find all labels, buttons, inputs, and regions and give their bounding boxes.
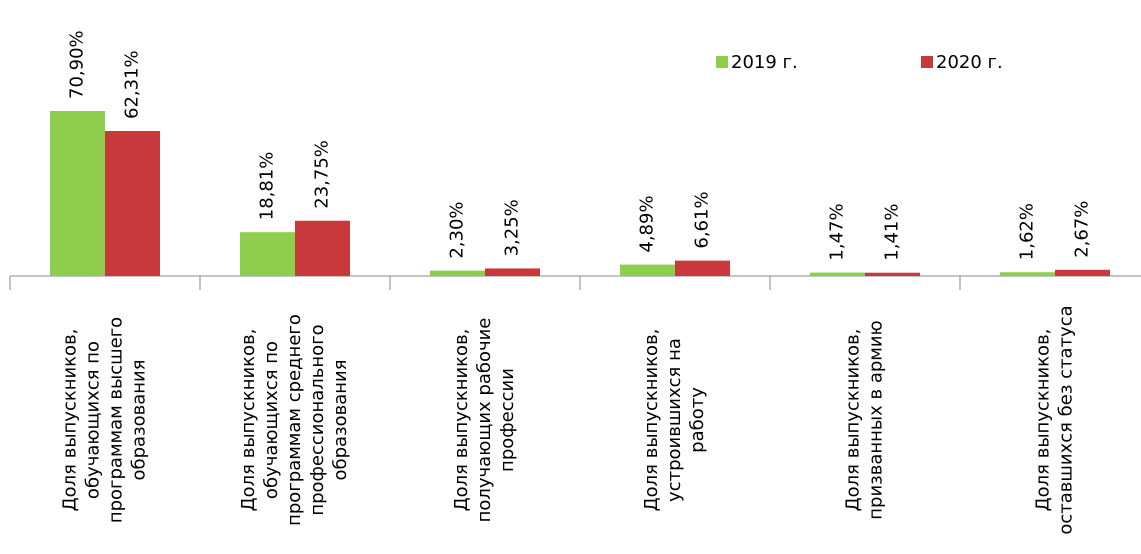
bar (430, 270, 485, 276)
x-tick-label: Доля выпускников, устроившихся на работу (641, 329, 708, 512)
data-label: 1,41% (882, 204, 903, 261)
bar (810, 272, 865, 276)
data-label: 23,75% (312, 140, 333, 209)
bar (295, 220, 350, 276)
bar (50, 111, 105, 276)
bar (675, 260, 730, 276)
bar (105, 130, 160, 276)
x-tick-label: Доля выпускников, обучающихся по программа… (238, 314, 351, 526)
data-label: 3,25% (502, 199, 523, 256)
data-label: 1,47% (827, 203, 848, 260)
data-label: 4,89% (637, 195, 658, 252)
legend-swatch (716, 56, 728, 68)
data-label: 62,31% (122, 50, 143, 119)
data-label: 6,61% (692, 191, 713, 248)
bar (485, 268, 540, 276)
data-label: 1,62% (1017, 203, 1038, 260)
data-label: 18,81% (257, 152, 278, 221)
x-tick-label: Доля выпускников, получающих рабочие профе… (451, 318, 518, 523)
legend-swatch (921, 56, 933, 68)
x-tick-label: Доля выпускников, обучающихся по программа… (60, 317, 150, 523)
x-tick-label: Доля выпускников, призванных в армию (843, 320, 887, 519)
x-tick-label: Доля выпускников, оставшихся без статуса (1033, 305, 1077, 534)
data-label: 70,90% (67, 30, 88, 99)
bar (865, 272, 920, 276)
bar (1055, 269, 1110, 276)
legend-label: 2020 г. (936, 52, 1003, 73)
bar (240, 232, 295, 276)
bar (620, 264, 675, 276)
data-label: 2,30% (447, 201, 468, 258)
data-label: 2,67% (1072, 201, 1093, 258)
legend-label: 2019 г. (731, 52, 798, 73)
bar (1000, 272, 1055, 276)
